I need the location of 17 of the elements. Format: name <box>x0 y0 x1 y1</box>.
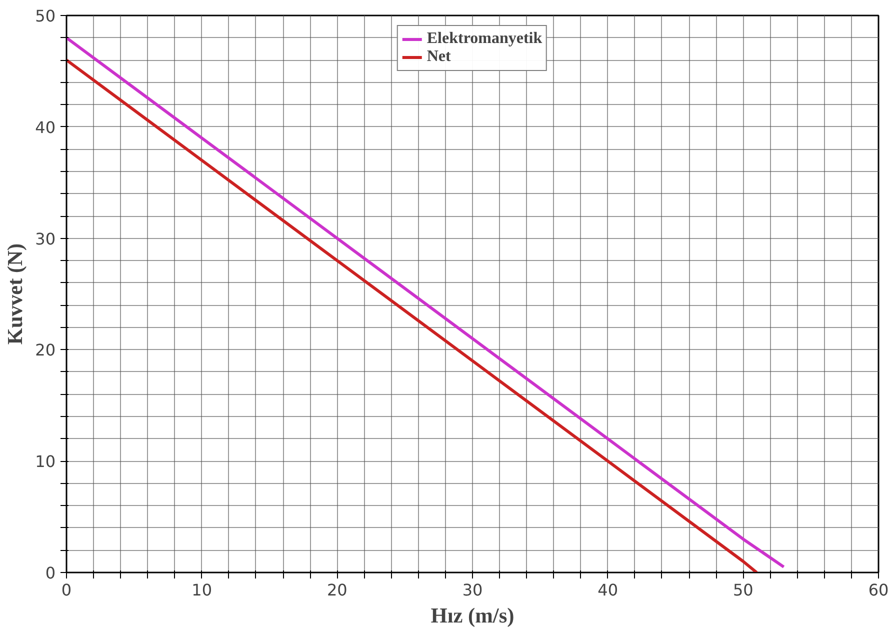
y-axis-title: Kuvvet (N) <box>3 243 28 345</box>
legend-label: Net <box>426 48 451 66</box>
x-tick-label: 60 <box>868 580 889 600</box>
x-tick-label: 20 <box>326 580 348 600</box>
x-tick-label: 30 <box>462 580 483 600</box>
y-tick-label: 10 <box>35 452 56 472</box>
x-tick-label: 0 <box>61 580 72 600</box>
x-tick-label: 40 <box>598 580 618 600</box>
legend-label: Elektromanyetik <box>426 30 542 48</box>
y-tick-label: 0 <box>45 564 56 582</box>
y-tick-label: 30 <box>35 229 56 248</box>
y-tick-label: 20 <box>35 340 56 360</box>
x-axis-title: Hız (m/s) <box>430 604 514 628</box>
y-tick-label: 50 <box>35 6 56 26</box>
x-tick-label: 50 <box>732 580 754 600</box>
y-tick-label: 40 <box>35 118 56 137</box>
x-tick-label: 10 <box>192 580 212 600</box>
